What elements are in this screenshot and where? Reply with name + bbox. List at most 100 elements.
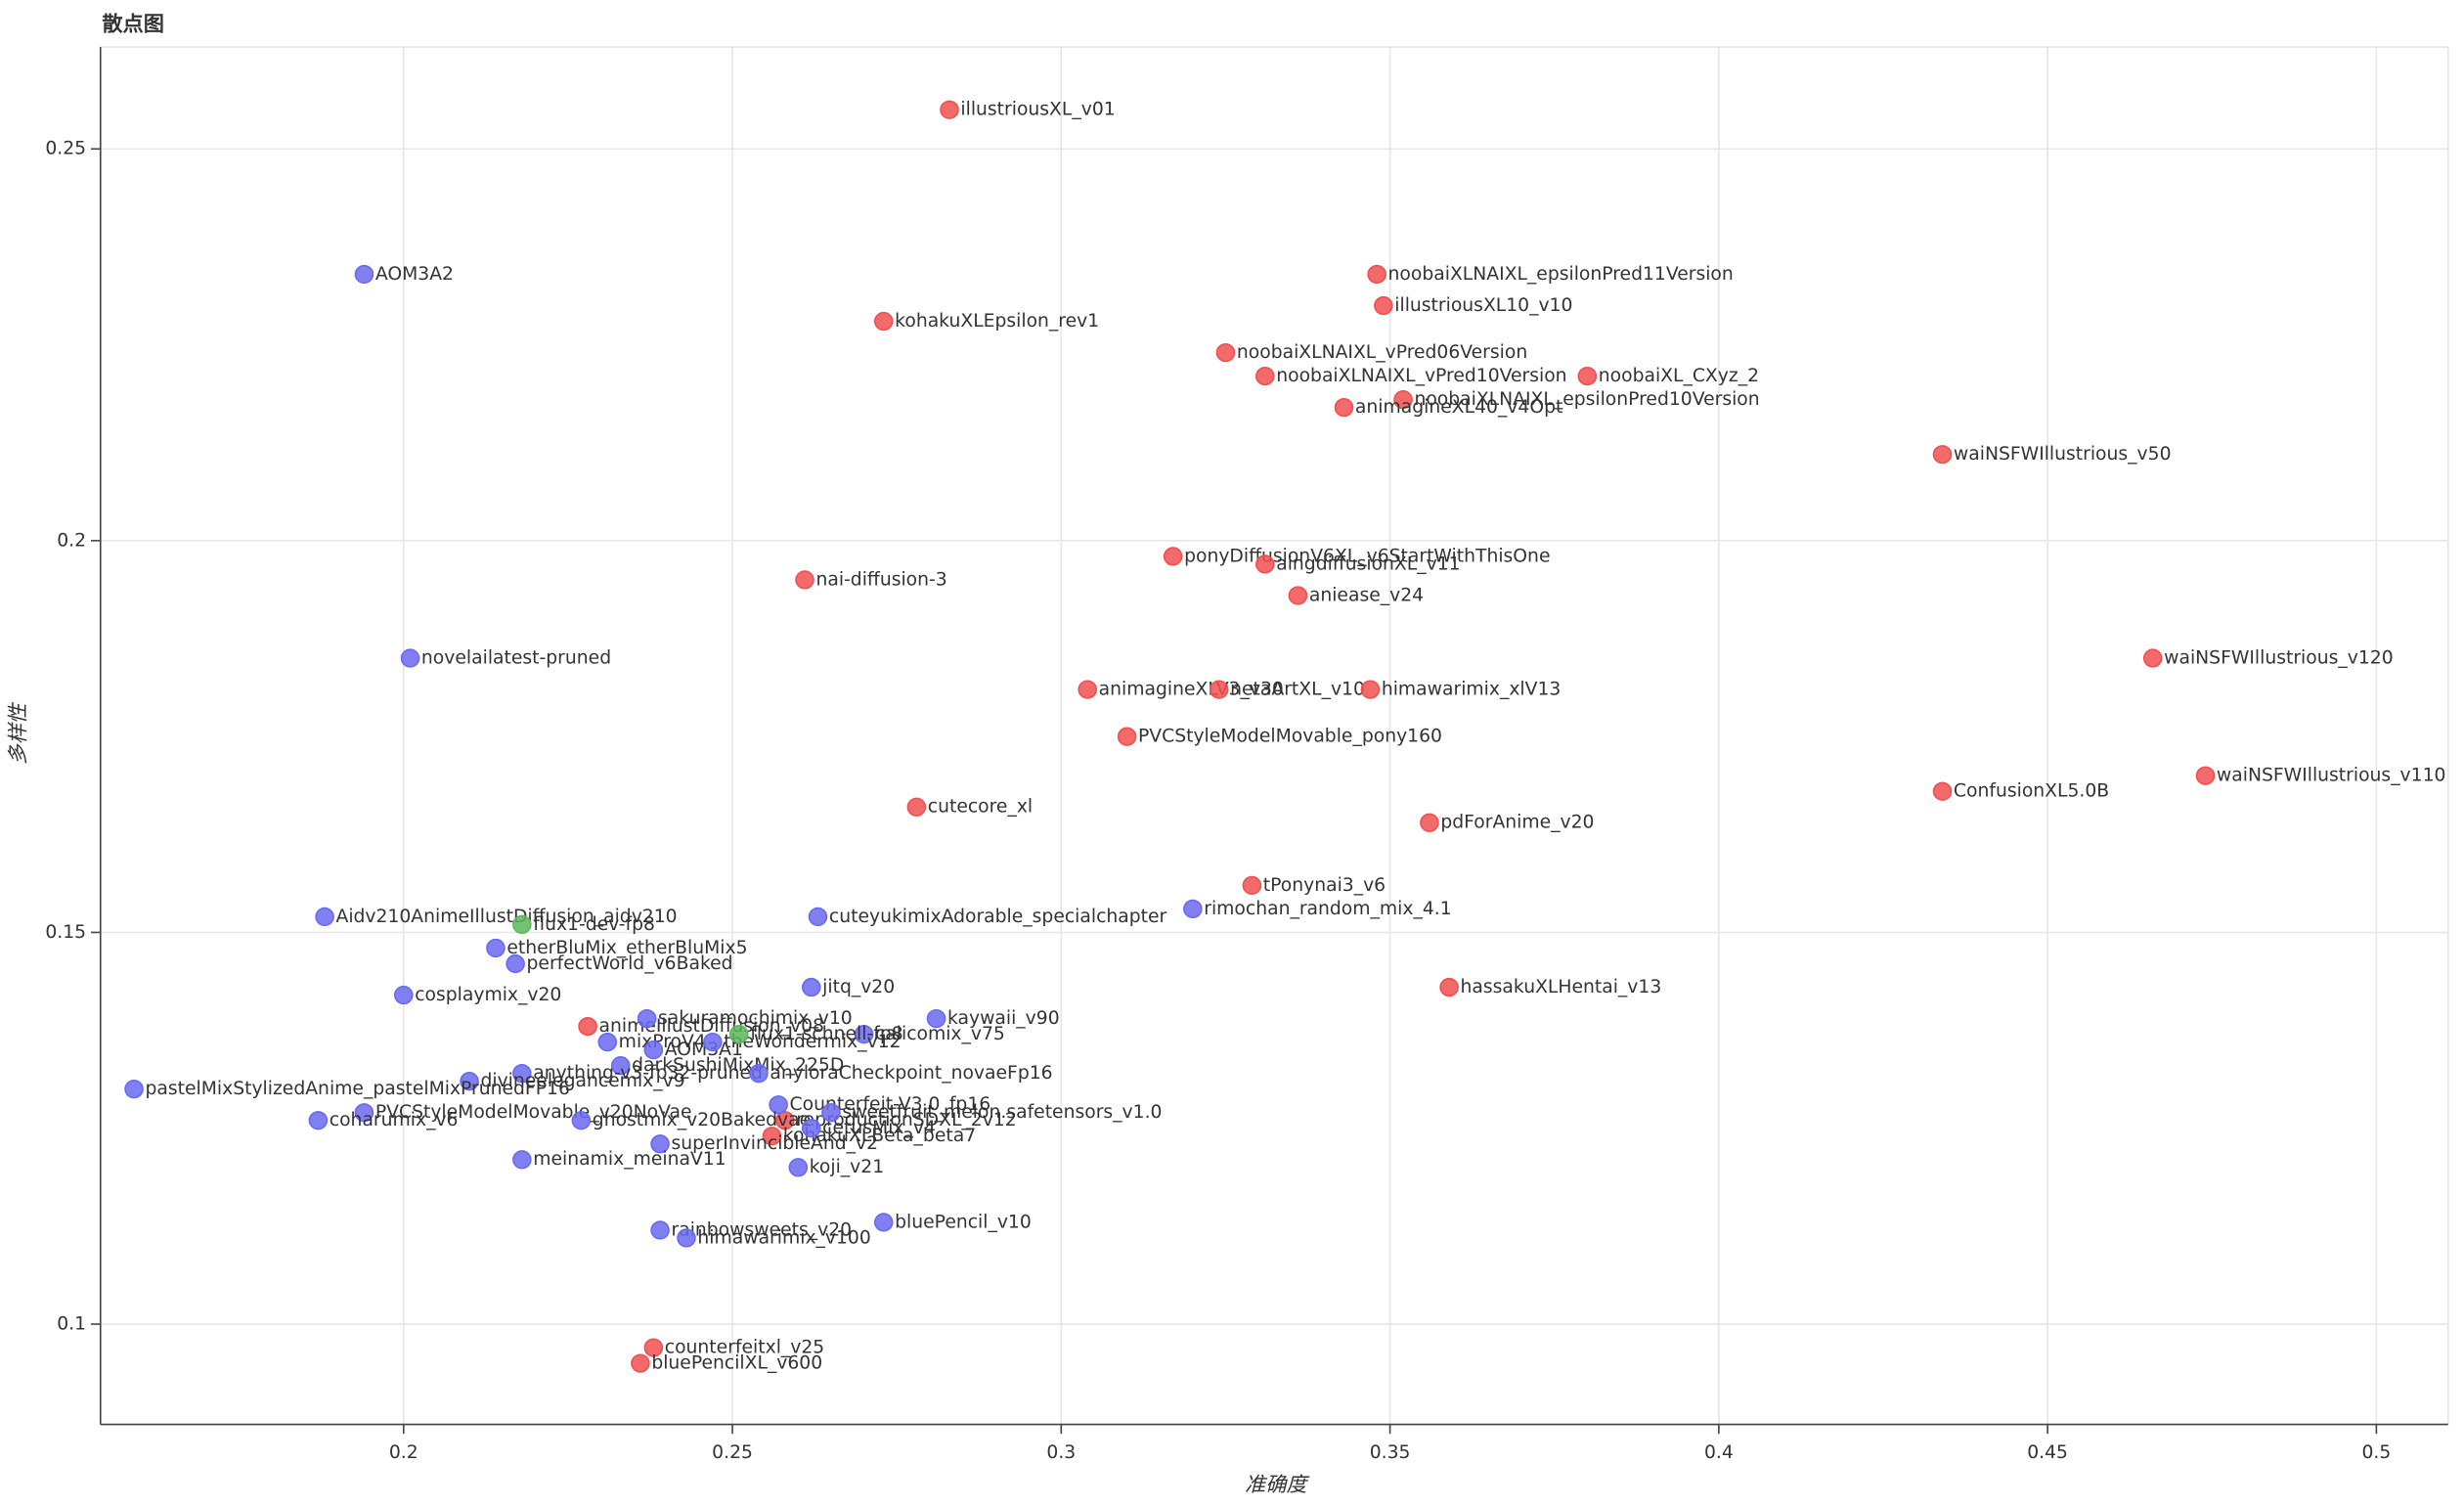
point bbox=[749, 1064, 769, 1084]
point-label: waiNSFWIllustrious_v50 bbox=[1954, 444, 2172, 465]
point-label: waiNSFWIllustrious_v110 bbox=[2217, 766, 2446, 786]
point-label: calicomix_v75 bbox=[875, 1024, 1005, 1044]
point-label: bluePencil_v10 bbox=[895, 1212, 1032, 1232]
point bbox=[788, 1158, 809, 1177]
point bbox=[643, 1040, 664, 1060]
point-label: coharumix_v6 bbox=[330, 1110, 459, 1130]
point-label: divineelegancemix_v9 bbox=[480, 1071, 684, 1091]
point bbox=[2195, 766, 2216, 785]
point-label: ConfusionXL5.0B bbox=[1954, 781, 2109, 802]
point bbox=[308, 1111, 329, 1130]
point-label: superInvincibleAnd_v2 bbox=[671, 1133, 878, 1154]
point bbox=[1334, 398, 1354, 418]
point bbox=[354, 264, 374, 285]
point bbox=[821, 1103, 841, 1123]
point bbox=[650, 1134, 670, 1154]
point bbox=[703, 1032, 723, 1052]
point bbox=[1932, 781, 1953, 801]
point bbox=[124, 1080, 144, 1099]
point-label: flux1-dev-fp8 bbox=[533, 914, 655, 935]
point-label: flux1-schnell-fp8 bbox=[750, 1024, 902, 1044]
point bbox=[2142, 648, 2163, 668]
point-label: nai-diffusion-3 bbox=[815, 570, 946, 591]
point bbox=[578, 1016, 597, 1037]
point-label: himawarimix_v100 bbox=[697, 1227, 870, 1248]
point bbox=[801, 1119, 821, 1138]
y-tick-label: 0.2 bbox=[57, 530, 86, 551]
point bbox=[1360, 680, 1381, 699]
point-label: pastelMixStylizedAnime_pastelMixPrunedFP… bbox=[145, 1079, 569, 1099]
x-tick-label: 0.2 bbox=[389, 1442, 418, 1463]
point-label: ponyDiffusionV6XL_v6StartWithThisOne bbox=[1184, 546, 1550, 566]
point-label: rainbowsweets_v20 bbox=[671, 1219, 852, 1240]
point bbox=[1078, 680, 1098, 699]
point bbox=[1255, 554, 1275, 574]
point-label: darkSushiMixMix_225D bbox=[632, 1055, 844, 1076]
point bbox=[394, 985, 414, 1005]
x-tick-label: 0.3 bbox=[1046, 1442, 1076, 1463]
point bbox=[610, 1056, 631, 1076]
point bbox=[1393, 390, 1413, 410]
point-label: illustriousXL_v01 bbox=[960, 100, 1115, 120]
point bbox=[940, 100, 959, 119]
point-label: kaywaii_v90 bbox=[947, 1008, 1060, 1029]
point-label: cetusMix_v4 bbox=[822, 1118, 936, 1138]
point-label: anything-v3-fp32-pruned bbox=[533, 1063, 763, 1084]
point bbox=[808, 907, 828, 927]
point-label: hassakuXLHentai_v13 bbox=[1461, 977, 1662, 997]
point-label: animagineXLV3_v30 bbox=[1099, 680, 1284, 700]
point-label: illustriousXL10_v10 bbox=[1394, 295, 1572, 316]
x-tick-label: 0.25 bbox=[712, 1442, 753, 1463]
point-label: netaArtXL_v10 bbox=[1230, 680, 1365, 700]
point-label: sweetfruit_melon.safetensors_v1.0 bbox=[842, 1102, 1162, 1123]
point-label: jitq_v20 bbox=[821, 977, 895, 997]
point bbox=[1439, 977, 1459, 997]
point bbox=[1374, 295, 1393, 316]
point bbox=[762, 1127, 782, 1146]
point-label: aingdiffusionXL_v11 bbox=[1276, 554, 1460, 574]
point bbox=[1117, 727, 1137, 746]
point-label: sakuramochimix_v10 bbox=[658, 1008, 853, 1029]
x-tick-label: 0.35 bbox=[1370, 1442, 1411, 1463]
point-label: noobaiXLNAIXL_epsilonPred11Version bbox=[1388, 264, 1734, 285]
point-label: kohakuXLBeta_beta7 bbox=[783, 1126, 976, 1146]
x-tick-label: 0.4 bbox=[1704, 1442, 1734, 1463]
point-label: pdForAnime_v20 bbox=[1440, 813, 1594, 833]
point bbox=[906, 797, 927, 817]
x-tick-label: 0.5 bbox=[2361, 1442, 2391, 1463]
point-label: tPonynai3_v6 bbox=[1263, 875, 1386, 896]
y-tick-label: 0.15 bbox=[45, 922, 86, 943]
point-label: waiNSFWIllustrious_v120 bbox=[2164, 648, 2394, 669]
point bbox=[512, 1064, 532, 1084]
point-label: animagineXL40_v4Opt bbox=[1355, 397, 1562, 418]
point bbox=[597, 1032, 618, 1052]
point-label: PVCStyleModelMovable_pony160 bbox=[1138, 727, 1442, 747]
point bbox=[315, 907, 334, 927]
point-label: AOM3A2 bbox=[375, 264, 454, 285]
point bbox=[1242, 875, 1262, 896]
y-tick-label: 0.25 bbox=[45, 139, 86, 159]
point bbox=[728, 1024, 749, 1044]
point-label: novelailatest-pruned bbox=[421, 648, 611, 669]
point-label: cuteyukimixAdorable_specialchapter bbox=[829, 907, 1167, 927]
point bbox=[769, 1095, 788, 1115]
point bbox=[873, 1213, 894, 1232]
y-axis-label: 多样性 bbox=[5, 702, 29, 765]
point-label: AOM3A1 bbox=[665, 1040, 743, 1060]
x-axis-label: 准确度 bbox=[1245, 1472, 1310, 1496]
point-label: rimochan_random_mix_4.1 bbox=[1204, 899, 1451, 919]
point-label: reproductionSDXL_2v12 bbox=[796, 1110, 1016, 1130]
point-label: etherBluMix_etherBluMix5 bbox=[506, 938, 747, 958]
point bbox=[506, 953, 525, 974]
point bbox=[1215, 342, 1236, 363]
point bbox=[512, 914, 532, 935]
point bbox=[650, 1220, 670, 1240]
point bbox=[1288, 586, 1308, 605]
point-label: noobaiXLNAIXL_epsilonPred10Version bbox=[1414, 389, 1759, 410]
point-label: meinamix_meinaV11 bbox=[533, 1149, 726, 1170]
point bbox=[1367, 264, 1386, 285]
point bbox=[486, 938, 506, 958]
point bbox=[512, 1150, 532, 1170]
chart-title: 散点图 bbox=[102, 12, 164, 36]
